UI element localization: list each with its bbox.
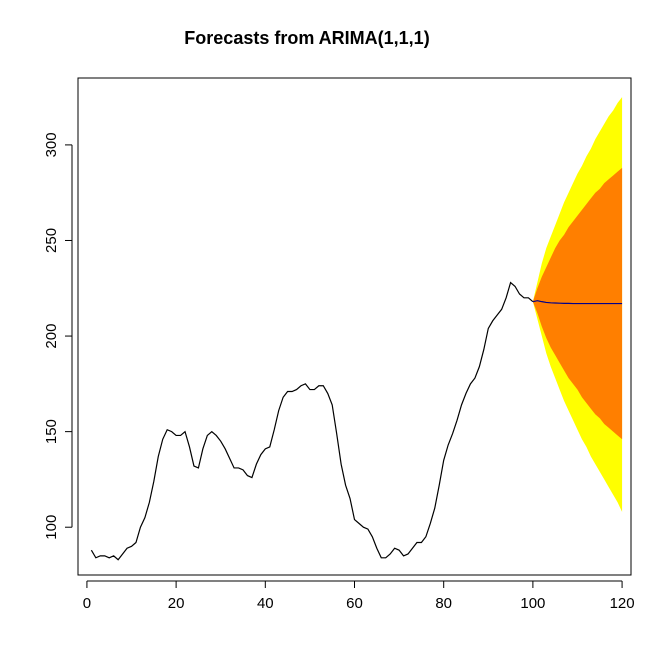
x-tick-label: 60: [346, 595, 363, 612]
x-tick-label: 80: [435, 595, 452, 612]
plot-frame: [77, 77, 632, 576]
x-tick-label: 100: [520, 595, 545, 612]
forecast-bands: [532, 97, 623, 512]
x-tick-label: 40: [257, 595, 274, 612]
y-tick-label: 250: [43, 228, 60, 253]
y-tick-label: 150: [43, 419, 60, 444]
y-axis: 100 150 200 250 300: [43, 132, 73, 540]
x-tick-label: 20: [168, 595, 185, 612]
y-tick-label: 200: [43, 324, 60, 349]
x-axis: 0 20 40 60 80 100 120: [83, 580, 635, 612]
x-tick-label: 120: [610, 595, 635, 612]
forecast-mean-line: [532, 300, 623, 305]
x-tick-label: 0: [83, 595, 91, 612]
history-line: [90, 281, 534, 561]
y-tick-label: 100: [43, 515, 60, 540]
chart-title: Forecasts from ARIMA(1,1,1): [184, 28, 430, 48]
y-tick-label: 300: [43, 132, 60, 157]
series-lines: [90, 281, 623, 561]
